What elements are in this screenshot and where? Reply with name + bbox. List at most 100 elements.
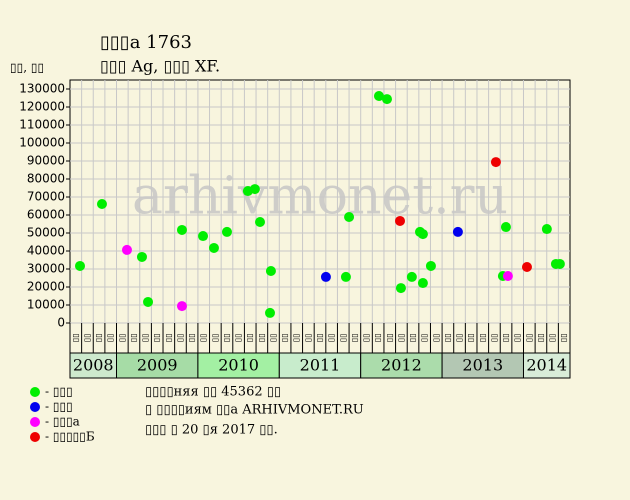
x-tick-label: ▯▯	[246, 334, 255, 343]
point	[143, 296, 154, 307]
point	[381, 94, 392, 105]
x-tick-label: ▯▯	[142, 334, 151, 343]
x-tick-label: ▯▯	[444, 334, 453, 343]
x-tick-label: ▯▯	[328, 334, 337, 343]
x-tick-label: ▯▯	[118, 334, 127, 343]
year-band	[360, 352, 443, 379]
point	[208, 242, 219, 253]
x-tick-label: ▯▯	[200, 334, 209, 343]
point	[265, 265, 276, 276]
legend-marker	[30, 432, 40, 442]
x-tick-label: ▯▯	[293, 334, 302, 343]
point	[121, 244, 132, 255]
point	[502, 271, 513, 282]
y-tick-label: 0	[57, 316, 65, 330]
x-tick-label: ▯▯	[304, 334, 313, 343]
x-tick-label: ▯▯	[165, 334, 174, 343]
point	[417, 229, 428, 240]
year-label: 2011	[300, 356, 341, 375]
x-tick-label: ▯▯	[456, 334, 465, 343]
x-tick-label: ▯▯	[397, 334, 406, 343]
x-tick-label: ▯▯	[72, 334, 81, 343]
x-tick-label: ▯▯	[467, 334, 476, 343]
x-tick-label: ▯▯	[363, 334, 372, 343]
x-tick-label: ▯▯	[130, 334, 139, 343]
x-tick-label: ▯▯	[211, 334, 220, 343]
point	[136, 251, 147, 262]
y-tick-label: 80000	[27, 172, 65, 186]
point	[417, 278, 428, 289]
y-tick-label: 90000	[27, 154, 65, 168]
point	[340, 271, 351, 282]
x-tick-label: ▯▯	[514, 334, 523, 343]
x-tick-label: ▯▯	[223, 334, 232, 343]
x-tick-label: ▯▯	[525, 334, 534, 343]
note: ▯▯▯▯няя ▯▯ 45362 ▯▯	[145, 385, 281, 400]
year-band	[197, 352, 280, 379]
y-tick-label: 20000	[27, 280, 65, 294]
legend-label: - ▯▯▯	[45, 385, 73, 399]
x-tick-label: ▯▯	[95, 334, 104, 343]
y-tick-label: 130000	[19, 82, 65, 96]
point	[373, 91, 384, 102]
y-tick-label: 50000	[27, 226, 65, 240]
year-band	[522, 352, 571, 379]
x-tick-label: ▯▯	[490, 334, 499, 343]
legend-marker	[30, 387, 40, 397]
x-tick-label: ▯▯	[269, 334, 278, 343]
legend-label: - ▯▯▯▯▯Б	[45, 430, 95, 444]
x-tick-label: ▯▯	[188, 334, 197, 343]
point	[344, 211, 355, 222]
x-tick-label: ▯▯	[502, 334, 511, 343]
chart-title: ▯▯▯а 1763	[100, 32, 192, 53]
x-tick-label: ▯▯	[374, 334, 383, 343]
point	[500, 222, 511, 233]
y-tick-label: 110000	[19, 118, 65, 132]
chart-subtitle: ▯▯▯ Ag, ▯▯▯ XF.	[100, 57, 220, 76]
point	[395, 283, 406, 294]
y-tick-label: 70000	[27, 190, 65, 204]
note: ▯ ▯▯▯▯иям ▯▯а ARHIVMONET.RU	[145, 403, 364, 418]
point	[96, 199, 107, 210]
legend-label: - ▯▯▯	[45, 400, 73, 414]
x-tick-label: ▯▯	[83, 334, 92, 343]
year-label: 2014	[526, 356, 567, 375]
x-tick-label: ▯▯	[409, 334, 418, 343]
y-tick-label: 120000	[19, 100, 65, 114]
point	[176, 301, 187, 312]
x-tick-label: ▯▯	[351, 334, 360, 343]
point	[425, 260, 436, 271]
y-tick-label: 40000	[27, 244, 65, 258]
x-tick-label: ▯▯	[235, 334, 244, 343]
y-tick-label: 10000	[27, 298, 65, 312]
point	[541, 224, 552, 235]
y-tick-label: 60000	[27, 208, 65, 222]
x-tick-label: ▯▯	[537, 334, 546, 343]
point	[265, 307, 275, 318]
point	[75, 260, 85, 271]
point	[406, 271, 417, 282]
point	[176, 224, 187, 235]
point	[198, 231, 209, 242]
x-tick-label: ▯▯	[176, 334, 185, 343]
note: ▯▯▯ ▯ 20 ▯я 2017 ▯▯.	[145, 423, 278, 438]
year-band	[278, 352, 362, 379]
point	[521, 262, 532, 273]
x-tick-label: ▯▯	[479, 334, 488, 343]
point	[221, 226, 232, 237]
x-tick-label: ▯▯	[386, 334, 395, 343]
y-tick-label: 30000	[27, 262, 65, 276]
legend-label: - ▯▯▯а	[45, 415, 80, 429]
point	[255, 217, 265, 228]
x-tick-label: ▯▯	[281, 334, 290, 343]
point	[320, 271, 331, 282]
year-label: 2012	[381, 356, 422, 375]
x-tick-label: ▯▯	[432, 334, 441, 343]
year-label: 2010	[218, 356, 259, 375]
y-axis-label: ▯▯, ▯▯	[10, 61, 44, 75]
x-tick-label: ▯▯	[339, 334, 348, 343]
x-tick-label: ▯▯	[560, 334, 569, 343]
point	[452, 226, 463, 237]
x-tick-label: ▯▯	[107, 334, 116, 343]
